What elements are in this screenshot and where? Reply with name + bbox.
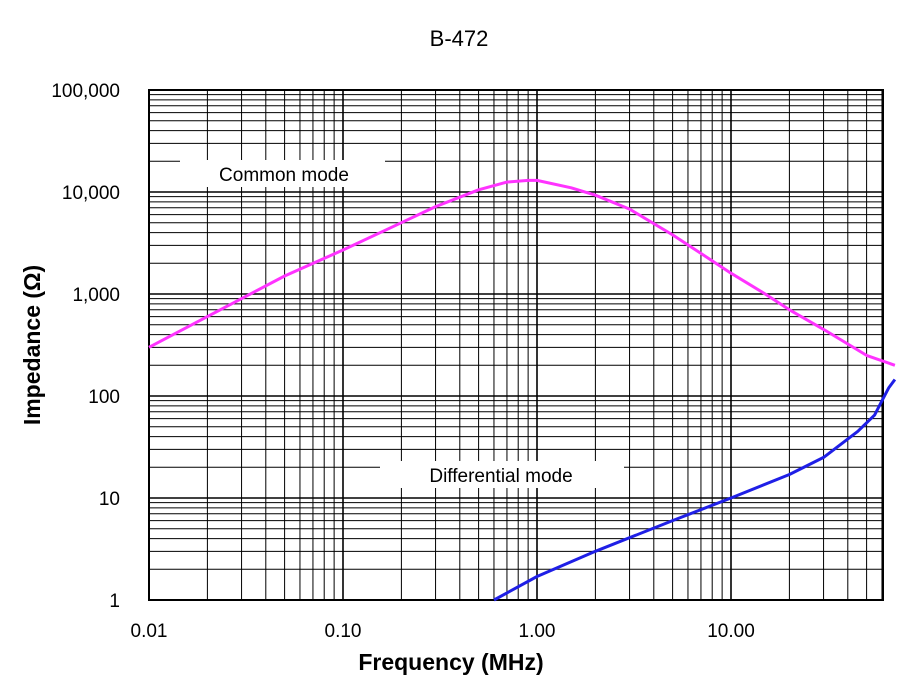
x-axis-label: Frequency (MHz) (358, 649, 543, 675)
y-tick-label: 10,000 (62, 183, 120, 204)
differential-mode-label: Differential mode (429, 466, 572, 487)
chart-title: B-472 (430, 26, 489, 51)
y-tick-label: 1,000 (72, 285, 120, 306)
x-tick-label: 1.00 (519, 621, 556, 642)
common-mode-line (148, 178, 896, 367)
y-tick-labels: 1 10 100 1,000 10,000 100,000 (51, 81, 120, 612)
y-axis-label: Impedance (Ω) (19, 265, 45, 425)
series-layer (148, 178, 897, 602)
common-mode-label-bg (180, 160, 385, 187)
x-tick-label: 0.01 (131, 621, 168, 642)
x-tick-label: 10.00 (707, 621, 755, 642)
y-tick-label: 100,000 (51, 81, 120, 102)
common-mode-label: Common mode (219, 165, 349, 186)
y-tick-label: 10 (99, 489, 120, 510)
y-tick-label: 100 (88, 387, 120, 408)
y-tick-label: 1 (109, 591, 120, 612)
differential-mode-line (493, 378, 897, 602)
x-tick-label: 0.10 (325, 621, 362, 642)
x-tick-labels: 0.01 0.10 1.00 10.00 (131, 621, 755, 642)
plot-frame (148, 89, 884, 601)
differential-mode-label-bg (380, 461, 624, 488)
